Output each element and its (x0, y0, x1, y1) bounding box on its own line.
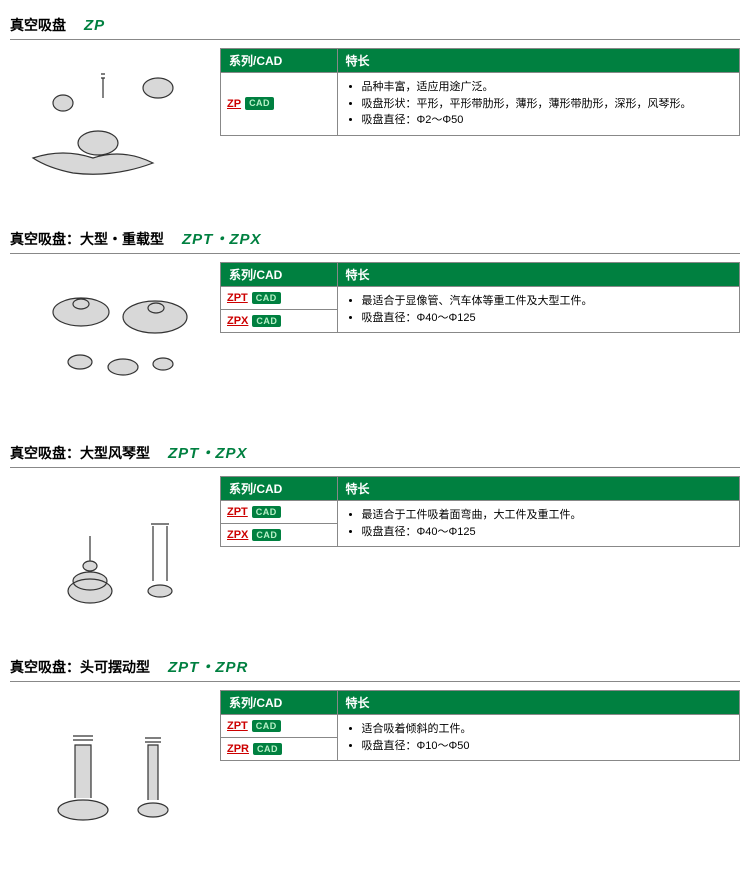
series-cell: ZPT CAD (221, 501, 338, 524)
features-list: 适合吸着倾斜的工件。吸盘直径：Φ10～Φ50 (344, 721, 734, 754)
cad-badge[interactable]: CAD (252, 315, 281, 328)
section-title-cn: 真空吸盘 (10, 17, 66, 33)
series-cell: ZPT CAD (221, 287, 338, 310)
features-cell: 品种丰富，适应用途广泛。吸盘形状：平形，平形带肋形，薄形，薄形带肋形，深形，风琴… (337, 73, 740, 136)
header-series: 系列/CAD (221, 263, 338, 287)
content-row: 系列/CAD特长 ZP CAD 品种丰富，适应用途广泛。吸盘形状：平形，平形带肋形，薄… (10, 48, 740, 188)
series-cell: ZPT CAD (221, 715, 338, 738)
product-image (10, 690, 215, 830)
product-image (10, 476, 215, 616)
product-illustration-icon (13, 476, 213, 616)
features-cell: 适合吸着倾斜的工件。吸盘直径：Φ10～Φ50 (337, 715, 740, 761)
series-link[interactable]: ZPR (227, 743, 249, 755)
header-features: 特长 (337, 477, 740, 501)
feature-item: 品种丰富，适应用途广泛。 (362, 79, 734, 96)
product-image (10, 262, 215, 402)
content-row: 系列/CAD特长ZPTCAD适合吸着倾斜的工件。吸盘直径：Φ10～Φ50ZPRC… (10, 690, 740, 830)
section-title-bar: 真空吸盘：大型・重载型 ZPT・ZPX (10, 228, 740, 254)
info-table: 系列/CAD特长 ZPT CAD 最适合于显像管、汽车体等重工件及大型工件。吸盘直径：… (220, 262, 740, 333)
info-table: 系列/CAD特长ZPTCAD适合吸着倾斜的工件。吸盘直径：Φ10～Φ50ZPRC… (220, 690, 740, 761)
content-row: 系列/CAD特长 ZPT CAD 最适合于工件吸着面弯曲，大工件及重工件。吸盘直径：Φ… (10, 476, 740, 616)
cad-badge[interactable]: CAD (252, 529, 281, 542)
table-row: ZPTCAD最适合于显像管、汽车体等重工件及大型工件。吸盘直径：Φ40～Φ125 (221, 287, 740, 310)
product-image (10, 48, 215, 188)
section-title-code: ZPT・ZPX (168, 445, 248, 462)
series-cell: ZP CAD (221, 73, 338, 136)
section-title-bar: 真空吸盘：头可摆动型 ZPT・ZPR (10, 656, 740, 682)
series-cell: ZPR CAD (221, 738, 338, 761)
section-title-cn: 真空吸盘：头可摆动型 (10, 659, 150, 675)
table-row: ZP CAD 品种丰富，适应用途广泛。吸盘形状：平形，平形带肋形，薄形，薄形带肋形，… (221, 73, 740, 136)
section-title-code: ZPT・ZPR (168, 659, 248, 676)
feature-item: 适合吸着倾斜的工件。 (362, 721, 734, 738)
section-title-cn: 真空吸盘：大型风琴型 (10, 445, 150, 461)
series-cell: ZPX CAD (221, 310, 338, 333)
series-link[interactable]: ZPX (227, 529, 248, 541)
product-illustration-icon (13, 262, 213, 402)
series-link[interactable]: ZPT (227, 506, 248, 518)
table-row: ZPTCAD适合吸着倾斜的工件。吸盘直径：Φ10～Φ50 (221, 715, 740, 738)
features-list: 最适合于工件吸着面弯曲，大工件及重工件。吸盘直径：Φ40～Φ125 (344, 507, 734, 540)
cad-badge[interactable]: CAD (252, 720, 281, 733)
header-series: 系列/CAD (221, 477, 338, 501)
feature-item: 最适合于工件吸着面弯曲，大工件及重工件。 (362, 507, 734, 524)
cad-badge[interactable]: CAD (253, 743, 282, 756)
feature-item: 吸盘直径：Φ40～Φ125 (362, 310, 734, 327)
features-list: 最适合于显像管、汽车体等重工件及大型工件。吸盘直径：Φ40～Φ125 (344, 293, 734, 326)
section-title-code: ZP (84, 17, 105, 34)
product-section: 真空吸盘：大型风琴型 ZPT・ZPX 系列/CAD特长 ZPT CAD 最适合于工件吸着面… (10, 442, 740, 616)
series-link[interactable]: ZP (227, 98, 241, 110)
header-features: 特长 (337, 691, 740, 715)
product-illustration-icon (13, 690, 213, 830)
features-list: 品种丰富，适应用途广泛。吸盘形状：平形，平形带肋形，薄形，薄形带肋形，深形，风琴… (344, 79, 734, 129)
features-cell: 最适合于工件吸着面弯曲，大工件及重工件。吸盘直径：Φ40～Φ125 (337, 501, 740, 547)
series-link[interactable]: ZPT (227, 720, 248, 732)
features-cell: 最适合于显像管、汽车体等重工件及大型工件。吸盘直径：Φ40～Φ125 (337, 287, 740, 333)
header-features: 特长 (337, 263, 740, 287)
header-series: 系列/CAD (221, 49, 338, 73)
info-table: 系列/CAD特长 ZPT CAD 最适合于工件吸着面弯曲，大工件及重工件。吸盘直径：Φ… (220, 476, 740, 547)
cad-badge[interactable]: CAD (245, 97, 274, 110)
product-section: 真空吸盘ZP系列/CAD特长ZPCAD品种丰富，适应用途广泛。吸盘形状：平形，平… (10, 15, 740, 188)
section-title-bar: 真空吸盘：大型风琴型 ZPT・ZPX (10, 442, 740, 468)
section-title-cn: 真空吸盘：大型・重载型 (10, 231, 164, 247)
series-cell: ZPX CAD (221, 524, 338, 547)
cad-badge[interactable]: CAD (252, 292, 281, 305)
section-title-code: ZPT・ZPX (182, 231, 262, 248)
cad-badge[interactable]: CAD (252, 506, 281, 519)
header-series: 系列/CAD (221, 691, 338, 715)
series-link[interactable]: ZPX (227, 315, 248, 327)
product-section: 真空吸盘：头可摆动型 ZPT・ZPR 系列/CAD特长 ZPT CAD 适合吸着倾斜的工件… (10, 656, 740, 830)
product-illustration-icon (13, 48, 213, 188)
feature-item: 吸盘直径：Φ10～Φ50 (362, 738, 734, 755)
section-title-bar: 真空吸盘 ZP (10, 15, 740, 40)
header-features: 特长 (337, 49, 740, 73)
series-link[interactable]: ZPT (227, 292, 248, 304)
feature-item: 吸盘直径：Φ40～Φ125 (362, 524, 734, 541)
table-row: ZPTCAD最适合于工件吸着面弯曲，大工件及重工件。吸盘直径：Φ40～Φ125 (221, 501, 740, 524)
feature-item: 吸盘形状：平形，平形带肋形，薄形，薄形带肋形，深形，风琴形。 (362, 96, 734, 113)
product-section: 真空吸盘：大型・重载型 ZPT・ZPX 系列/CAD特长 ZPT CAD 最适合于显像管、… (10, 228, 740, 402)
content-row: 系列/CAD特长 ZPT CAD 最适合于显像管、汽车体等重工件及大型工件。吸盘直径：… (10, 262, 740, 402)
info-table: 系列/CAD特长 ZP CAD 品种丰富，适应用途广泛。吸盘形状：平形，平形带肋形，薄… (220, 48, 740, 136)
feature-item: 最适合于显像管、汽车体等重工件及大型工件。 (362, 293, 734, 310)
feature-item: 吸盘直径：Φ2～Φ50 (362, 112, 734, 129)
